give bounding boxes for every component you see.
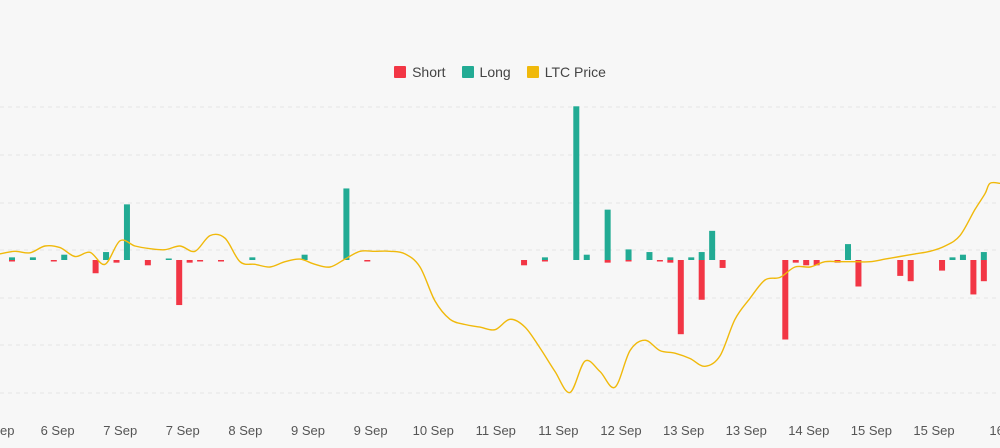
long-bar <box>845 244 851 260</box>
short-bar <box>541 260 548 262</box>
short-bar <box>907 260 914 282</box>
x-tick-label: 10 Sep <box>413 423 454 438</box>
short-swatch-icon <box>394 66 407 78</box>
short-bar <box>719 260 726 268</box>
long-bar <box>667 257 674 260</box>
long-bar <box>583 254 590 260</box>
long-bar <box>9 257 15 260</box>
x-tick-label: 9 Sep <box>354 423 388 438</box>
long-swatch-icon <box>461 66 474 78</box>
x-tick-label: 15 Sep <box>851 423 892 438</box>
price-swatch-icon <box>526 66 539 78</box>
long-bar <box>301 254 308 260</box>
short-bar <box>92 260 99 274</box>
long-bar <box>165 258 172 260</box>
legend-item-short[interactable]: Short <box>394 64 446 80</box>
x-tick-label: 7 Sep <box>103 423 137 438</box>
legend: Short Long LTC Price <box>0 64 1000 80</box>
long-bar <box>604 209 611 260</box>
x-tick-label: 8 Sep <box>228 423 262 438</box>
legend-label-short: Short <box>412 64 446 80</box>
x-tick-label: 15 Sep <box>913 423 954 438</box>
short-bar <box>677 260 684 335</box>
x-tick-label: 16 <box>989 423 1000 438</box>
x-tick-label: 14 Sep <box>788 423 829 438</box>
bars <box>9 106 987 340</box>
short-bar <box>9 260 15 262</box>
short-bar <box>144 260 151 266</box>
short-bar <box>813 260 820 266</box>
x-tick-label: 12 Sep <box>600 423 641 438</box>
long-bar <box>980 252 987 260</box>
grid <box>0 106 1000 394</box>
long-bar <box>249 257 256 260</box>
ltc-price-line <box>0 181 1000 394</box>
long-bar <box>949 257 956 260</box>
x-tick-label: 6 Sep <box>41 423 75 438</box>
long-bar <box>103 252 110 260</box>
short-bar <box>50 260 57 262</box>
x-tick-label: 11 Sep <box>538 423 578 438</box>
short-bar <box>218 260 224 262</box>
short-bar <box>897 260 904 276</box>
short-bar <box>782 260 789 340</box>
short-bar <box>604 260 611 263</box>
long-bar <box>541 257 548 260</box>
long-bar <box>573 106 580 260</box>
x-tick-label: 7 Sep <box>166 423 200 438</box>
x-tick-label: ep <box>0 423 14 438</box>
x-tick-label: 13 Sep <box>726 423 767 438</box>
long-bar <box>698 252 705 260</box>
price-line <box>0 181 1000 394</box>
long-bar <box>61 254 68 260</box>
legend-item-long[interactable]: Long <box>461 64 511 80</box>
short-bar <box>656 260 663 262</box>
short-bar <box>803 260 810 266</box>
x-tick-label: 13 Sep <box>663 423 704 438</box>
short-bar <box>113 260 120 263</box>
short-bar <box>625 260 632 262</box>
long-bar <box>646 252 653 260</box>
short-bar <box>970 260 977 295</box>
x-axis-ticks: ep 6 Sep 7 Sep 7 Sep 8 Sep 9 Sep 9 Sep 10 Sep 11… <box>0 423 1000 438</box>
long-bar <box>625 249 632 260</box>
x-tick-label: 9 Sep <box>291 423 325 438</box>
short-bar <box>521 260 528 266</box>
legend-label-price: LTC Price <box>544 64 606 80</box>
long-bar <box>709 230 716 260</box>
long-bar <box>688 257 695 260</box>
short-bar <box>186 260 193 263</box>
short-bar <box>364 260 371 262</box>
long-bar <box>123 204 130 260</box>
long-bar <box>29 257 36 260</box>
long-bar <box>959 254 966 260</box>
x-tick-label: 11 Sep <box>476 423 516 438</box>
short-bar <box>197 260 204 262</box>
short-bar <box>980 260 987 282</box>
short-bar <box>698 260 705 300</box>
short-bar <box>667 260 674 263</box>
short-bar <box>855 260 862 287</box>
short-bar <box>939 260 946 271</box>
long-bar <box>343 188 350 260</box>
short-bar <box>176 260 183 306</box>
legend-item-price[interactable]: LTC Price <box>526 64 606 80</box>
legend-label-long: Long <box>479 64 511 80</box>
short-bar <box>792 260 799 263</box>
